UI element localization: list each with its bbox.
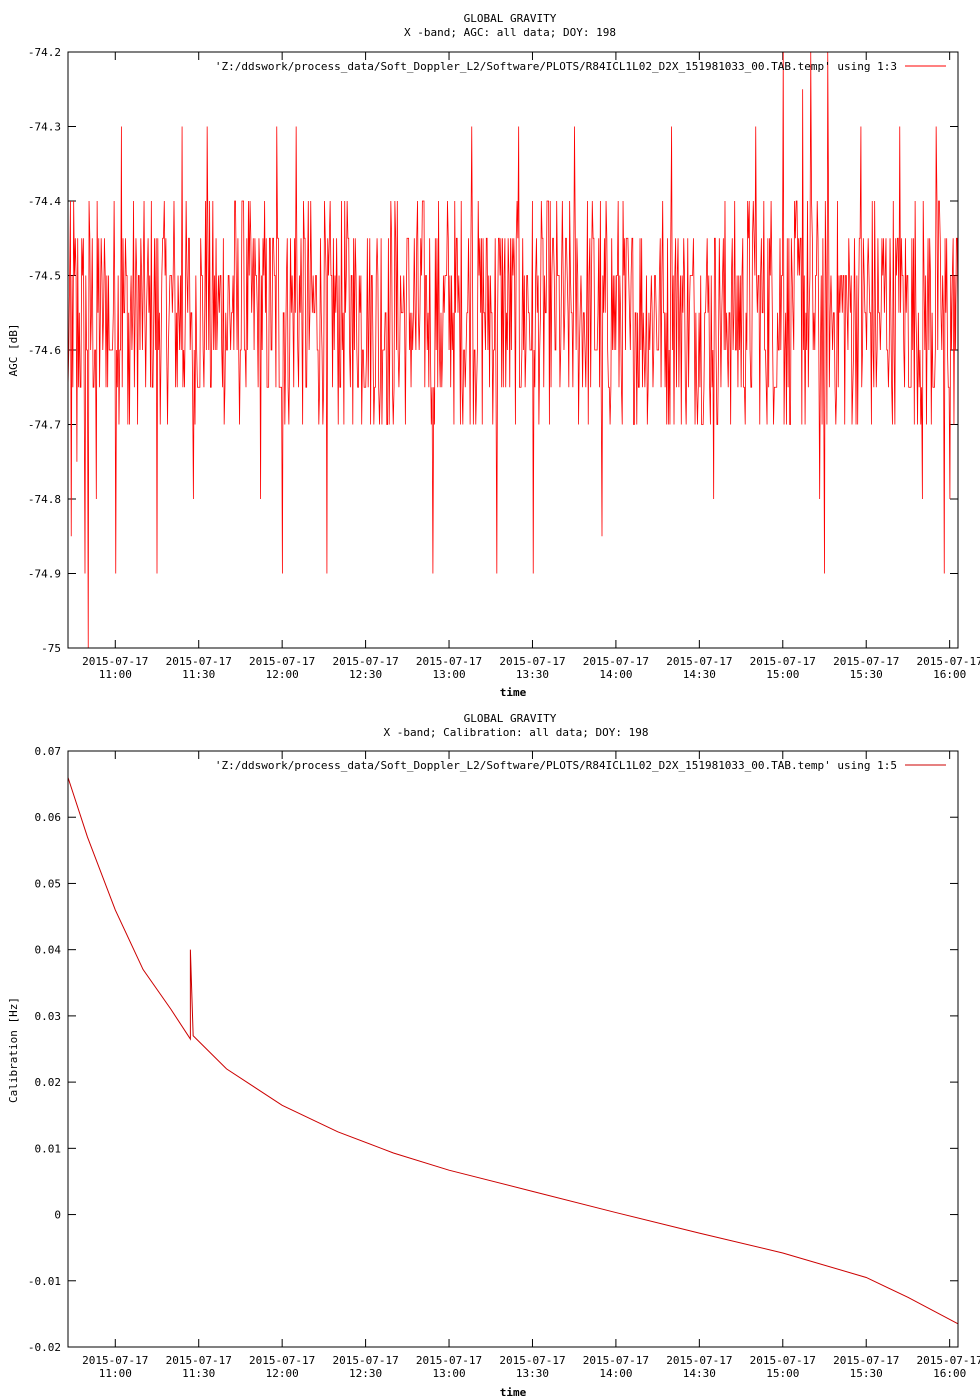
x-tick-time: 14:30 — [683, 668, 716, 681]
x-tick-date: 2015-07-17 — [750, 1354, 816, 1367]
x-tick-date: 2015-07-17 — [416, 655, 482, 668]
chart-subtitle: X -band; Calibration: all data; DOY: 198 — [384, 726, 649, 739]
chart-title: GLOBAL GRAVITY — [464, 12, 557, 25]
y-tick-label: -74.9 — [28, 568, 61, 581]
x-tick-time: 14:00 — [599, 1367, 632, 1380]
y-tick-label: 0.02 — [35, 1076, 62, 1089]
y-tick-label: -75 — [41, 642, 61, 655]
y-tick-label: 0.05 — [35, 877, 62, 890]
y-tick-label: -74.3 — [28, 121, 61, 134]
x-tick-time: 13:00 — [432, 1367, 465, 1380]
legend-label: 'Z:/ddswork/process_data/Soft_Doppler_L2… — [215, 60, 897, 73]
chart-subtitle: X -band; AGC: all data; DOY: 198 — [404, 26, 616, 39]
x-tick-time: 15:00 — [766, 668, 799, 681]
x-tick-time: 15:30 — [850, 668, 883, 681]
y-tick-label: 0.03 — [35, 1010, 62, 1023]
x-tick-time: 12:30 — [349, 668, 382, 681]
calibration-chart: GLOBAL GRAVITY X -band; Calibration: all… — [7, 712, 980, 1399]
y-tick-label: 0.01 — [35, 1142, 62, 1155]
x-tick-date: 2015-07-17 — [499, 655, 565, 668]
x-tick-date: 2015-07-17 — [833, 1354, 899, 1367]
x-tick-date: 2015-07-17 — [583, 655, 649, 668]
x-tick-date: 2015-07-17 — [332, 655, 398, 668]
y-tick-label: -74.2 — [28, 46, 61, 59]
x-tick-date: 2015-07-17 — [166, 655, 232, 668]
x-tick-date: 2015-07-17 — [249, 1354, 315, 1367]
x-tick-date: 2015-07-17 — [332, 1354, 398, 1367]
x-tick-date: 2015-07-17 — [166, 1354, 232, 1367]
plot-border — [67, 750, 959, 1348]
x-tick-date: 2015-07-17 — [82, 655, 148, 668]
x-tick-date: 2015-07-17 — [82, 1354, 148, 1367]
x-tick-date: 2015-07-17 — [249, 655, 315, 668]
x-tick-time: 14:30 — [683, 1367, 716, 1380]
chart-title: GLOBAL GRAVITY — [464, 712, 557, 725]
y-tick-label: 0 — [54, 1209, 61, 1222]
x-tick-time: 11:30 — [182, 668, 215, 681]
x-tick-time: 12:30 — [349, 1367, 382, 1380]
x-ticks: 2015-07-1711:002015-07-1711:302015-07-17… — [82, 52, 980, 681]
x-tick-date: 2015-07-17 — [917, 655, 980, 668]
x-tick-time: 15:00 — [766, 1367, 799, 1380]
plot-border — [67, 51, 959, 649]
x-tick-time: 12:00 — [266, 1367, 299, 1380]
y-tick-label: -74.7 — [28, 419, 61, 432]
x-tick-date: 2015-07-17 — [666, 655, 732, 668]
y-tick-label: -74.4 — [28, 195, 61, 208]
y-tick-label: -74.6 — [28, 344, 61, 357]
agc-chart: GLOBAL GRAVITY X -band; AGC: all data; D… — [7, 12, 980, 699]
legend-label: 'Z:/ddswork/process_data/Soft_Doppler_L2… — [215, 759, 897, 772]
x-tick-time: 16:00 — [933, 1367, 966, 1380]
x-tick-time: 13:00 — [432, 668, 465, 681]
x-tick-time: 11:30 — [182, 1367, 215, 1380]
y-ticks: -74.2 -74.3 -74.4 -74.5 -74.6 -74.7 -74.8 -74.9… — [28, 46, 958, 655]
calibration-series-line — [67, 777, 959, 1325]
x-tick-date: 2015-07-17 — [666, 1354, 732, 1367]
y-tick-label: -74.5 — [28, 270, 61, 283]
x-tick-time: 16:00 — [933, 668, 966, 681]
y-tick-label: 0.07 — [35, 745, 62, 758]
x-tick-time: 12:00 — [266, 668, 299, 681]
y-tick-label: 0.04 — [35, 944, 62, 957]
x-tick-time: 11:00 — [99, 668, 132, 681]
x-tick-date: 2015-07-17 — [917, 1354, 980, 1367]
x-ticks: 2015-07-1711:002015-07-1711:302015-07-17… — [82, 751, 980, 1380]
x-tick-date: 2015-07-17 — [416, 1354, 482, 1367]
y-axis-label: AGC [dB] — [7, 324, 20, 377]
x-tick-date: 2015-07-17 — [583, 1354, 649, 1367]
x-tick-time: 14:00 — [599, 668, 632, 681]
x-tick-time: 11:00 — [99, 1367, 132, 1380]
x-tick-date: 2015-07-17 — [833, 655, 899, 668]
x-axis-label: time — [500, 1386, 527, 1399]
agc-series-line — [67, 51, 959, 649]
y-tick-label: -0.01 — [28, 1275, 61, 1288]
y-axis-label: Calibration [Hz] — [7, 997, 20, 1103]
x-tick-time: 13:30 — [516, 1367, 549, 1380]
y-tick-label: -74.8 — [28, 493, 61, 506]
y-ticks: 0.07 0.06 0.05 0.04 0.03 0.02 0.01 0 -0.01 -0.02 — [28, 745, 958, 1354]
x-axis-label: time — [500, 686, 527, 699]
y-tick-label: 0.06 — [35, 811, 62, 824]
x-tick-date: 2015-07-17 — [499, 1354, 565, 1367]
x-tick-date: 2015-07-17 — [750, 655, 816, 668]
x-tick-time: 15:30 — [850, 1367, 883, 1380]
y-tick-label: -0.02 — [28, 1341, 61, 1354]
x-tick-time: 13:30 — [516, 668, 549, 681]
